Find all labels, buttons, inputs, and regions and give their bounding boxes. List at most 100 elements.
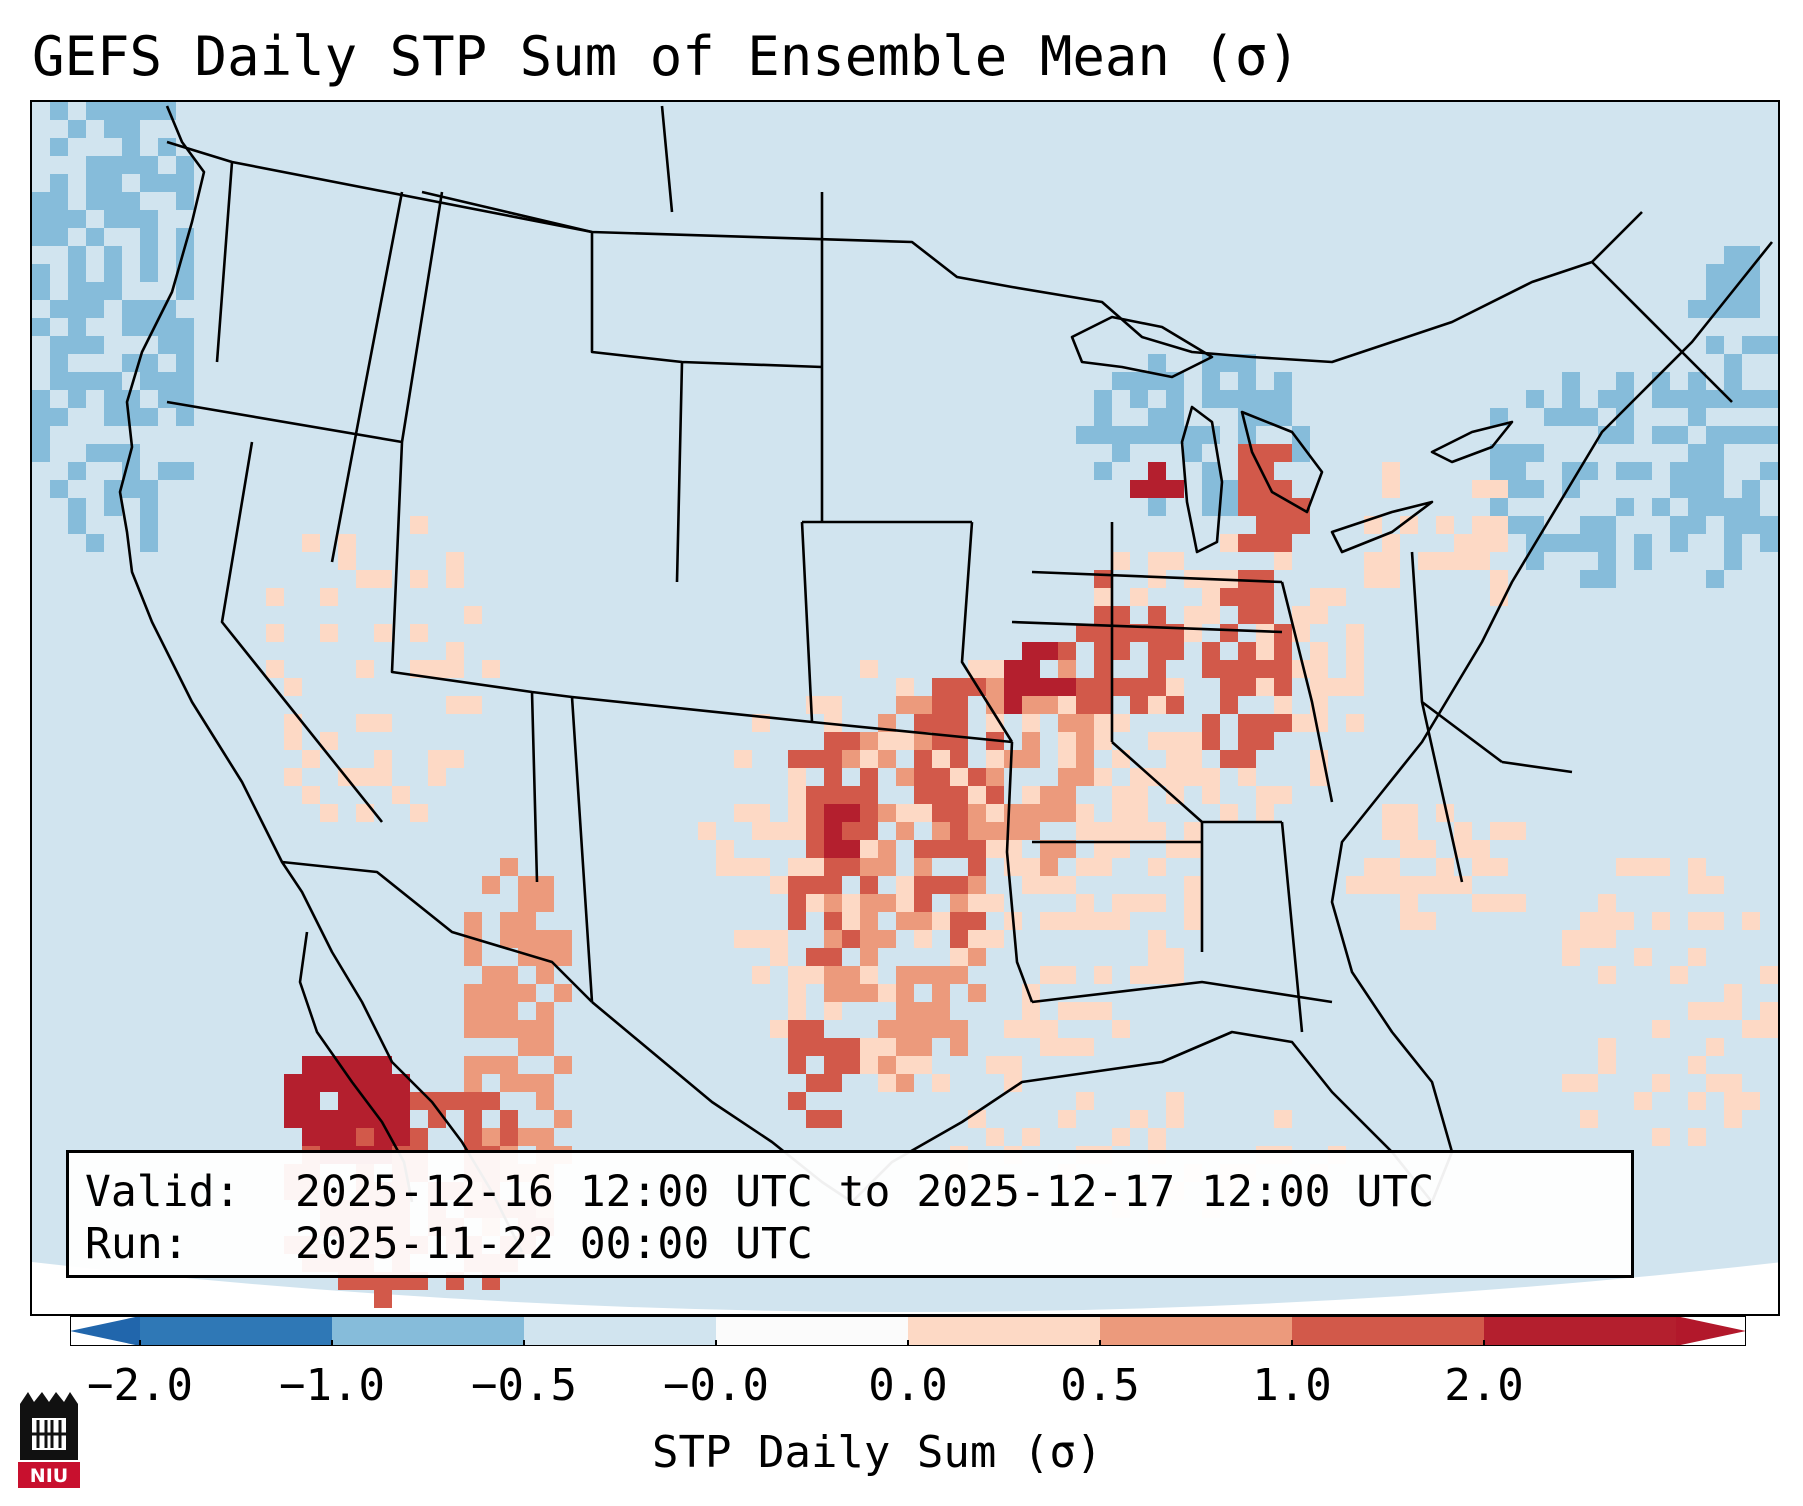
anomaly-cell bbox=[1346, 678, 1364, 696]
us-canada-border bbox=[166, 140, 1643, 364]
anomaly-cell bbox=[68, 264, 86, 282]
anomaly-cell bbox=[1004, 804, 1022, 822]
anomaly-cell bbox=[1580, 462, 1598, 480]
anomaly-cell bbox=[536, 1128, 554, 1146]
anomaly-cell bbox=[914, 1002, 932, 1020]
anomaly-cell bbox=[932, 1074, 950, 1092]
anomaly-cell bbox=[788, 768, 806, 786]
anomaly-cell bbox=[824, 948, 842, 966]
anomaly-cell bbox=[500, 1020, 518, 1038]
anomaly-cell bbox=[734, 750, 752, 768]
anomaly-cell bbox=[1274, 678, 1292, 696]
anomaly-cell bbox=[788, 858, 806, 876]
anomaly-cell bbox=[86, 300, 104, 318]
anomaly-cell bbox=[158, 102, 176, 120]
colorbar-segment bbox=[140, 1316, 333, 1346]
anomaly-cell bbox=[1166, 786, 1184, 804]
anomaly-cell bbox=[788, 894, 806, 912]
anomaly-cell bbox=[932, 678, 950, 696]
anomaly-cell bbox=[1526, 516, 1544, 534]
anomaly-cell bbox=[1112, 912, 1130, 930]
anomaly-cell bbox=[842, 804, 860, 822]
anomaly-cell bbox=[1742, 1092, 1760, 1110]
anomaly-cell bbox=[950, 678, 968, 696]
anomaly-cell bbox=[1454, 552, 1472, 570]
anomaly-cell bbox=[1688, 462, 1706, 480]
anomaly-cell bbox=[518, 984, 536, 1002]
anomaly-cell bbox=[1148, 462, 1166, 480]
anomaly-cell bbox=[1238, 498, 1256, 516]
anomaly-cell bbox=[284, 678, 302, 696]
anomaly-cell bbox=[1058, 786, 1076, 804]
valid-label: Valid: bbox=[85, 1167, 241, 1217]
anomaly-cell bbox=[896, 1002, 914, 1020]
anomaly-cell bbox=[1040, 912, 1058, 930]
anomaly-cell bbox=[158, 372, 176, 390]
anomaly-cell bbox=[554, 1110, 572, 1128]
anomaly-cell bbox=[428, 1092, 446, 1110]
anomaly-cell bbox=[1148, 606, 1166, 624]
anomaly-cell bbox=[1058, 696, 1076, 714]
anomaly-cell bbox=[1004, 750, 1022, 768]
anomaly-cell bbox=[266, 660, 284, 678]
anomaly-cell bbox=[1652, 390, 1670, 408]
anomaly-cell bbox=[806, 696, 824, 714]
anomaly-cell bbox=[410, 624, 428, 642]
anomaly-cell bbox=[1130, 768, 1148, 786]
anomaly-cell bbox=[446, 696, 464, 714]
anomaly-cell bbox=[1166, 732, 1184, 750]
colorbar-tick-label: 0.5 bbox=[1060, 1360, 1140, 1411]
anomaly-cell bbox=[1454, 876, 1472, 894]
anomaly-cell bbox=[122, 192, 140, 210]
anomaly-cell bbox=[122, 354, 140, 372]
anomaly-cell bbox=[410, 660, 428, 678]
anomaly-cell bbox=[1094, 768, 1112, 786]
anomaly-cell bbox=[914, 714, 932, 732]
anomaly-cell bbox=[1616, 462, 1634, 480]
anomaly-cell bbox=[1094, 624, 1112, 642]
anomaly-cell bbox=[1724, 1092, 1742, 1110]
anomaly-cell bbox=[536, 894, 554, 912]
anomaly-cell bbox=[1112, 1020, 1130, 1038]
anomaly-cell bbox=[1580, 534, 1598, 552]
anomaly-cell bbox=[1778, 318, 1780, 336]
anomaly-cell bbox=[176, 264, 194, 282]
anomaly-cell bbox=[1022, 1128, 1040, 1146]
boundaries bbox=[118, 105, 1774, 1253]
anomaly-cell bbox=[32, 210, 50, 228]
anomaly-cell bbox=[1202, 714, 1220, 732]
anomaly-cell bbox=[338, 1074, 356, 1092]
colorbar-segment bbox=[1292, 1316, 1485, 1346]
anomaly-cell bbox=[104, 120, 122, 138]
anomaly-cell bbox=[50, 300, 68, 318]
colorbar-tick-label: 2.0 bbox=[1444, 1360, 1524, 1411]
anomaly-cell bbox=[986, 678, 1004, 696]
anomaly-cell bbox=[1094, 696, 1112, 714]
anomaly-cell bbox=[824, 1038, 842, 1056]
anomaly-cell bbox=[914, 912, 932, 930]
anomaly-cell bbox=[1202, 390, 1220, 408]
anomaly-cell bbox=[1202, 462, 1220, 480]
anomaly-cell bbox=[770, 822, 788, 840]
anomaly-cell bbox=[914, 732, 932, 750]
anomaly-cell bbox=[1040, 804, 1058, 822]
anomaly-cell bbox=[320, 1074, 338, 1092]
anomaly-cell bbox=[770, 948, 788, 966]
anomaly-cell bbox=[1148, 930, 1166, 948]
anomaly-cell bbox=[842, 822, 860, 840]
anomaly-cell bbox=[1526, 552, 1544, 570]
anomaly-cell bbox=[302, 1056, 320, 1074]
anomaly-cell bbox=[104, 246, 122, 264]
anomaly-cell bbox=[1400, 912, 1418, 930]
anomaly-cell bbox=[284, 768, 302, 786]
run-label: Run: bbox=[85, 1219, 189, 1269]
anomaly-cell bbox=[1364, 570, 1382, 588]
anomaly-cell bbox=[1130, 678, 1148, 696]
anomaly-cell bbox=[1094, 426, 1112, 444]
anomaly-cell bbox=[1436, 804, 1454, 822]
anomaly-cell bbox=[1742, 480, 1760, 498]
anomaly-cell bbox=[464, 1056, 482, 1074]
valid-line: Valid: 2025-12-16 12:00 UTC to 2025-12-17… bbox=[85, 1165, 1434, 1219]
anomaly-cell bbox=[932, 984, 950, 1002]
anomaly-cell bbox=[1166, 1092, 1184, 1110]
